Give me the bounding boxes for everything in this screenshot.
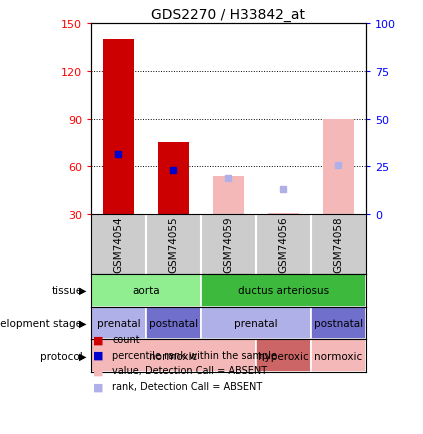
Text: prenatal: prenatal [96, 318, 140, 328]
Bar [323, 119, 354, 215]
Bar [103, 40, 134, 215]
Bar [201, 274, 366, 307]
Bar [158, 143, 189, 215]
Text: ▶: ▶ [79, 286, 87, 296]
Text: GSM74059: GSM74059 [223, 216, 233, 273]
Text: protocol: protocol [40, 351, 82, 361]
Bar [91, 274, 201, 307]
Text: development stage: development stage [0, 318, 82, 328]
Bar [91, 340, 256, 373]
Text: percentile rank within the sample: percentile rank within the sample [112, 350, 277, 360]
Text: count: count [112, 335, 140, 344]
Text: postnatal: postnatal [314, 318, 363, 328]
Text: ■: ■ [93, 335, 104, 344]
Text: aorta: aorta [132, 286, 160, 296]
Bar [146, 307, 201, 340]
Text: GSM74054: GSM74054 [113, 216, 124, 273]
Text: GSM74058: GSM74058 [333, 216, 343, 273]
Bar [256, 340, 311, 373]
Text: GSM74056: GSM74056 [278, 216, 288, 273]
Text: normoxic: normoxic [314, 351, 363, 361]
Bar [311, 307, 366, 340]
Text: value, Detection Call = ABSENT: value, Detection Call = ABSENT [112, 366, 267, 375]
Bar [201, 307, 311, 340]
Text: ■: ■ [93, 350, 104, 360]
Text: ■: ■ [93, 366, 104, 375]
Title: GDS2270 / H33842_at: GDS2270 / H33842_at [151, 7, 305, 21]
Bar [213, 177, 244, 215]
Text: GSM74055: GSM74055 [168, 216, 179, 273]
Text: tissue: tissue [51, 286, 82, 296]
Text: rank, Detection Call = ABSENT: rank, Detection Call = ABSENT [112, 381, 262, 391]
Text: ■: ■ [93, 381, 104, 391]
Text: hyperoxic: hyperoxic [258, 351, 309, 361]
Text: ▶: ▶ [79, 351, 87, 361]
Bar [311, 340, 366, 373]
Text: normoxic: normoxic [149, 351, 198, 361]
Text: ▶: ▶ [79, 318, 87, 328]
Text: ductus arteriosus: ductus arteriosus [238, 286, 329, 296]
Bar [91, 307, 146, 340]
Text: postnatal: postnatal [149, 318, 198, 328]
Text: prenatal: prenatal [234, 318, 278, 328]
Bar [268, 213, 299, 215]
